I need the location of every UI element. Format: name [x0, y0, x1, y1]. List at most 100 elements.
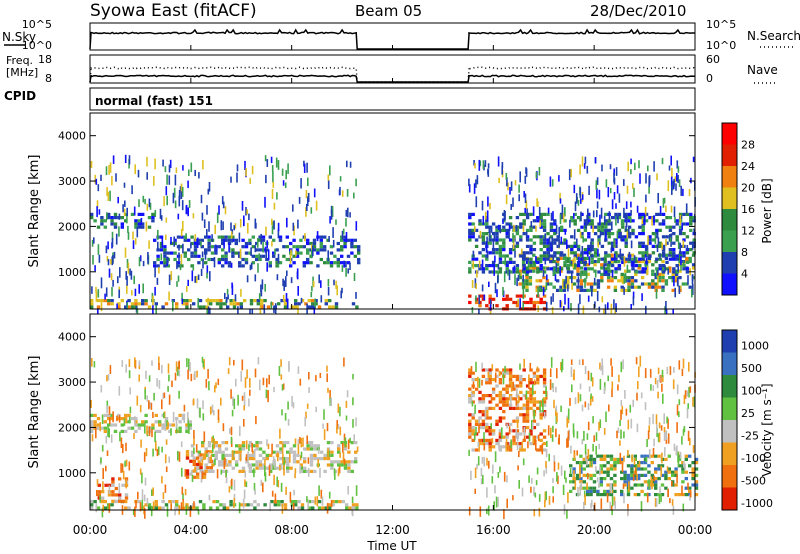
data-cell: [172, 300, 174, 312]
data-cell: [191, 270, 194, 282]
data-cell: [512, 438, 516, 442]
data-cell: [508, 297, 513, 301]
data-cell: [124, 477, 129, 481]
data-cell: [207, 306, 210, 318]
data-cell: [119, 267, 121, 278]
data-cell: [657, 276, 662, 280]
data-cell: [676, 422, 678, 433]
data-cell: [551, 237, 553, 248]
data-cell: [188, 358, 190, 370]
data-cell: [139, 405, 142, 413]
data-cell: [607, 375, 609, 382]
data-cell: [192, 459, 196, 463]
data-cell: [338, 500, 342, 504]
data-cell: [481, 267, 486, 271]
data-cell: [319, 235, 323, 239]
data-cell: [503, 471, 506, 482]
data-cell: [120, 222, 124, 226]
data-cell: [248, 444, 250, 452]
data-cell: [677, 493, 682, 497]
data-cell: [478, 295, 481, 305]
data-cell: [485, 413, 489, 417]
data-cell: [662, 393, 664, 404]
data-cell: [221, 457, 225, 461]
data-cell: [212, 299, 216, 303]
data-cell: [286, 463, 290, 467]
data-cell: [291, 396, 293, 407]
data-cell: [227, 368, 230, 375]
data-cell: [667, 454, 671, 458]
data-cell: [470, 366, 473, 374]
data-cell: [498, 448, 503, 452]
data-cell: [249, 308, 251, 319]
data-cell: [306, 257, 310, 262]
data-cell: [185, 503, 189, 507]
data-cell: [352, 373, 354, 380]
data-cell: [596, 188, 598, 199]
data-cell: [187, 180, 189, 189]
data-cell: [536, 198, 538, 207]
data-cell: [647, 470, 651, 474]
data-cell: [164, 420, 169, 424]
data-cell: [485, 264, 489, 268]
data-cell: [576, 431, 579, 439]
data-cell: [538, 269, 543, 273]
data-cell: [657, 454, 661, 458]
data-cell: [134, 299, 138, 303]
data-cell: [584, 366, 587, 375]
data-cell: [687, 275, 689, 285]
data-cell: [224, 251, 228, 255]
data-cell: [347, 460, 351, 464]
data-cell: [473, 432, 476, 441]
data-cell: [477, 376, 479, 388]
data-cell: [323, 457, 327, 461]
data-cell: [306, 162, 308, 173]
data-cell: [498, 378, 503, 382]
data-cell: [239, 454, 242, 462]
data-cell: [94, 174, 97, 184]
data-cell: [639, 173, 641, 184]
data-cell: [165, 439, 168, 445]
data-cell: [688, 189, 691, 197]
data-cell: [158, 420, 162, 424]
data-cell: [255, 460, 259, 464]
data-cell: [90, 161, 93, 168]
data-cell: [109, 190, 111, 202]
data-cell: [283, 299, 288, 303]
data-cell: [218, 444, 222, 448]
data-cell: [567, 430, 570, 439]
data-cell: [231, 282, 233, 289]
data-cell: [310, 291, 313, 298]
data-cell: [491, 222, 496, 226]
data-cell: [335, 280, 337, 290]
data-cell: [294, 503, 298, 507]
data-cell: [565, 275, 567, 284]
data-cell: [142, 283, 144, 294]
data-cell: [355, 417, 357, 427]
data-cell: [471, 429, 475, 433]
data-cell: [169, 159, 172, 168]
data-cell: [185, 305, 189, 309]
data-cell: [216, 212, 219, 224]
data-cell: [357, 261, 361, 265]
data-cell: [515, 400, 520, 404]
data-cell: [548, 495, 551, 505]
data-cell: [249, 389, 251, 396]
data-cell: [513, 265, 516, 272]
data-cell: [133, 206, 136, 216]
data-cell: [247, 461, 250, 468]
data-cell: [589, 477, 593, 481]
data-cell: [275, 157, 278, 168]
data-cell: [631, 264, 635, 268]
data-cell: [355, 503, 359, 507]
data-cell: [519, 171, 521, 183]
data-cell: [539, 400, 543, 404]
data-cell: [134, 417, 138, 421]
data-cell: [515, 225, 520, 229]
data-cell: [505, 260, 509, 264]
data-cell: [585, 219, 587, 229]
data-cell: [661, 212, 666, 216]
data-cell: [498, 432, 503, 436]
data-cell: [286, 469, 290, 473]
data-cell: [481, 374, 486, 378]
